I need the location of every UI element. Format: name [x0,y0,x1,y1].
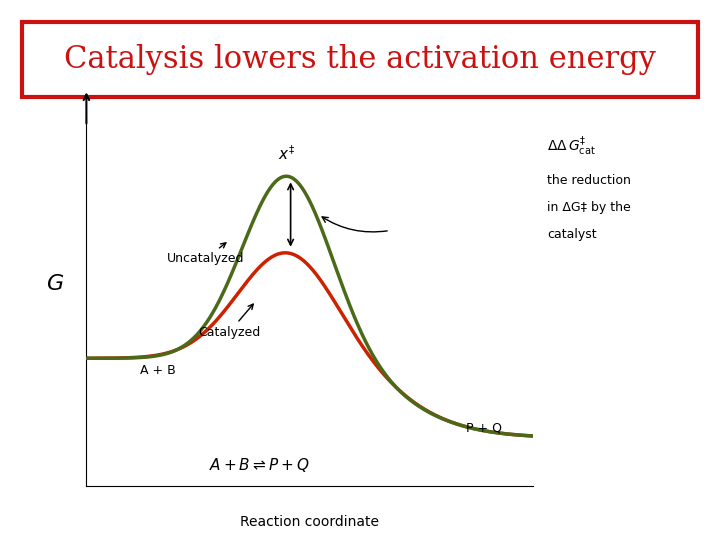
FancyBboxPatch shape [22,22,698,97]
Text: catalyst: catalyst [547,227,597,241]
Text: G: G [47,274,64,294]
Text: $x^{\ddagger}$: $x^{\ddagger}$ [277,145,294,164]
Text: Catalysis lowers the activation energy: Catalysis lowers the activation energy [64,44,656,75]
Text: A + B: A + B [140,364,176,377]
Text: the reduction: the reduction [547,173,631,187]
Text: in ΔG‡ by the: in ΔG‡ by the [547,200,631,214]
Text: $\Delta\Delta\, G_{\rm cat}^{\ddagger}$: $\Delta\Delta\, G_{\rm cat}^{\ddagger}$ [547,135,596,158]
Text: Uncatalyzed: Uncatalyzed [167,243,244,266]
Text: Reaction coordinate: Reaction coordinate [240,515,379,529]
Text: P + Q: P + Q [466,422,502,435]
Text: Catalyzed: Catalyzed [198,304,260,339]
Text: $A + B \rightleftharpoons P + Q$: $A + B \rightleftharpoons P + Q$ [209,456,310,474]
